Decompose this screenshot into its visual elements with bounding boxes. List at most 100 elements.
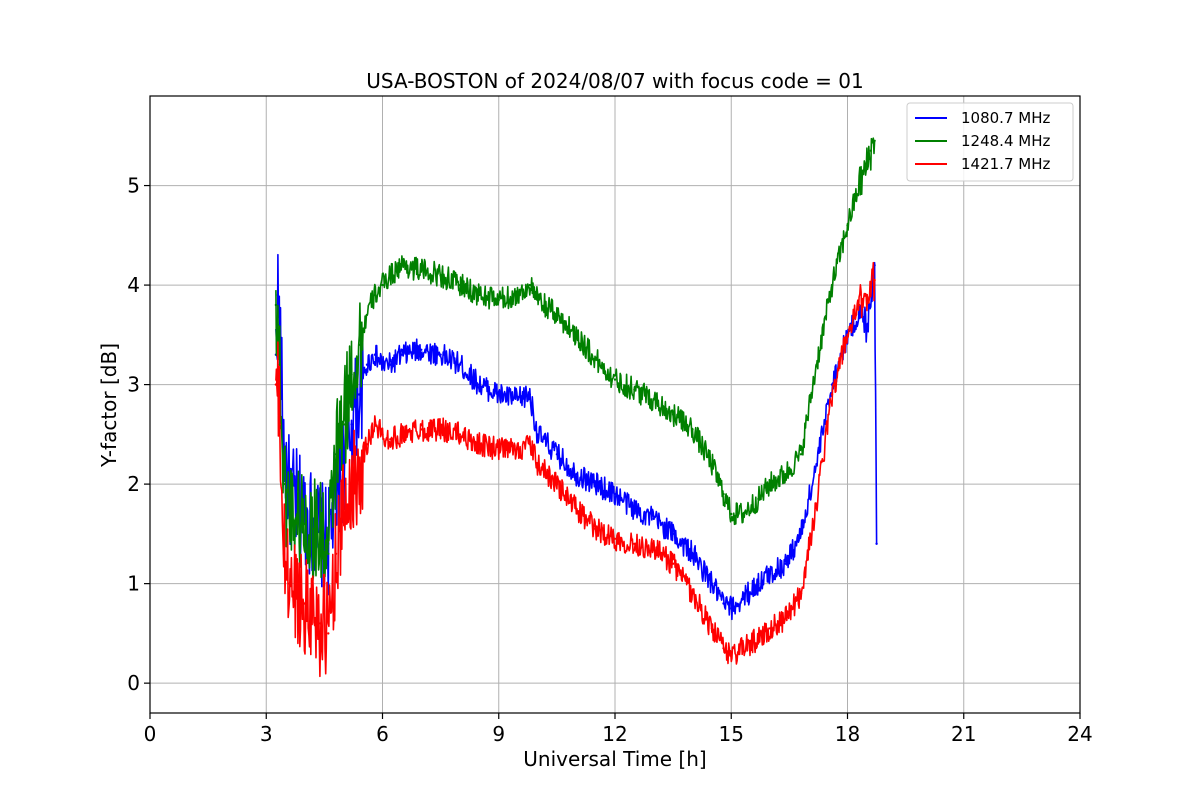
data-point bbox=[865, 293, 869, 297]
data-point bbox=[865, 323, 869, 327]
data-point bbox=[536, 463, 539, 466]
data-point bbox=[873, 139, 876, 142]
data-point bbox=[373, 423, 376, 426]
data-point bbox=[365, 313, 369, 317]
data-point bbox=[365, 443, 369, 446]
data-point bbox=[830, 393, 834, 396]
data-point bbox=[350, 373, 353, 376]
data-point bbox=[757, 637, 760, 640]
data-point bbox=[857, 184, 861, 187]
data-point bbox=[710, 627, 714, 630]
data-point bbox=[311, 607, 314, 610]
data-point bbox=[830, 283, 834, 287]
data-point bbox=[350, 482, 353, 486]
x-tick-label: 12 bbox=[602, 722, 627, 746]
series-line-2 bbox=[275, 137, 876, 593]
data-point bbox=[652, 517, 655, 521]
data-point bbox=[613, 537, 617, 540]
x-tick-label: 9 bbox=[492, 722, 505, 746]
data-point bbox=[875, 542, 878, 545]
legend-label: 1248.4 MHz bbox=[961, 132, 1050, 150]
data-point bbox=[358, 393, 361, 396]
series-line-3 bbox=[275, 261, 876, 678]
data-point bbox=[722, 647, 725, 650]
data-point bbox=[671, 413, 675, 416]
data-point bbox=[613, 378, 617, 381]
data-point bbox=[575, 507, 578, 511]
data-point bbox=[555, 482, 559, 486]
data-point bbox=[389, 438, 392, 441]
data-point bbox=[276, 393, 280, 396]
data-point bbox=[420, 348, 423, 351]
data-point bbox=[730, 654, 733, 657]
data-point bbox=[381, 433, 384, 436]
data-point bbox=[296, 512, 299, 516]
data-point bbox=[710, 463, 714, 466]
y-tick-label: 2 bbox=[127, 472, 140, 496]
data-point bbox=[815, 363, 818, 366]
legend: 1080.7 MHz 1248.4 MHz 1421.7 MHz bbox=[906, 102, 1074, 182]
data-point bbox=[400, 433, 404, 436]
y-tick-label: 3 bbox=[127, 373, 140, 397]
x-tick-label: 15 bbox=[719, 722, 744, 746]
data-point bbox=[846, 333, 849, 336]
x-tick-label: 6 bbox=[376, 722, 389, 746]
data-point bbox=[458, 283, 462, 287]
data-point bbox=[652, 398, 655, 401]
x-tick-label: 3 bbox=[260, 722, 273, 746]
data-point bbox=[311, 527, 314, 531]
data-point bbox=[799, 592, 803, 595]
data-point bbox=[478, 293, 481, 297]
data-point bbox=[420, 428, 423, 431]
data-point bbox=[516, 398, 520, 401]
data-point bbox=[319, 622, 322, 625]
data-point bbox=[536, 433, 539, 436]
data-point bbox=[741, 512, 745, 516]
data-point bbox=[857, 313, 861, 317]
data-point bbox=[633, 542, 636, 545]
data-point bbox=[757, 497, 760, 501]
data-point bbox=[722, 492, 725, 496]
data-point bbox=[815, 463, 818, 466]
data-point bbox=[869, 149, 872, 152]
data-point bbox=[594, 482, 597, 486]
data-point bbox=[350, 423, 353, 426]
data-point bbox=[722, 602, 725, 605]
data-point bbox=[768, 627, 772, 630]
data-point bbox=[594, 527, 597, 531]
data-point bbox=[784, 562, 787, 565]
data-point bbox=[278, 423, 281, 426]
data-point bbox=[528, 283, 531, 287]
data-point bbox=[458, 363, 462, 366]
data-point bbox=[528, 393, 531, 396]
data-point bbox=[784, 473, 787, 476]
data-point bbox=[873, 278, 876, 282]
data-point bbox=[633, 507, 636, 511]
data-point bbox=[334, 552, 338, 555]
data-point bbox=[342, 423, 345, 426]
y-tick-label: 5 bbox=[127, 174, 140, 198]
series-line-1 bbox=[275, 253, 878, 621]
x-tick-label: 21 bbox=[951, 722, 976, 746]
data-point bbox=[691, 552, 694, 555]
data-point bbox=[274, 383, 278, 386]
y-tick-label: 4 bbox=[127, 273, 140, 297]
data-point bbox=[458, 433, 462, 436]
data-point bbox=[381, 363, 384, 366]
data-point bbox=[671, 532, 675, 536]
y-axis-label: Y-factor [dB] bbox=[97, 343, 121, 468]
data-point bbox=[671, 562, 675, 565]
data-point bbox=[784, 617, 787, 620]
legend-label: 1080.7 MHz bbox=[961, 109, 1050, 127]
data-point bbox=[768, 482, 772, 486]
data-point bbox=[439, 353, 442, 356]
x-tick-label: 18 bbox=[835, 722, 860, 746]
data-point bbox=[497, 393, 500, 396]
data-point bbox=[478, 443, 481, 446]
data-point bbox=[303, 602, 307, 605]
data-point bbox=[296, 592, 299, 595]
data-point bbox=[799, 532, 803, 536]
data-point bbox=[288, 502, 291, 506]
